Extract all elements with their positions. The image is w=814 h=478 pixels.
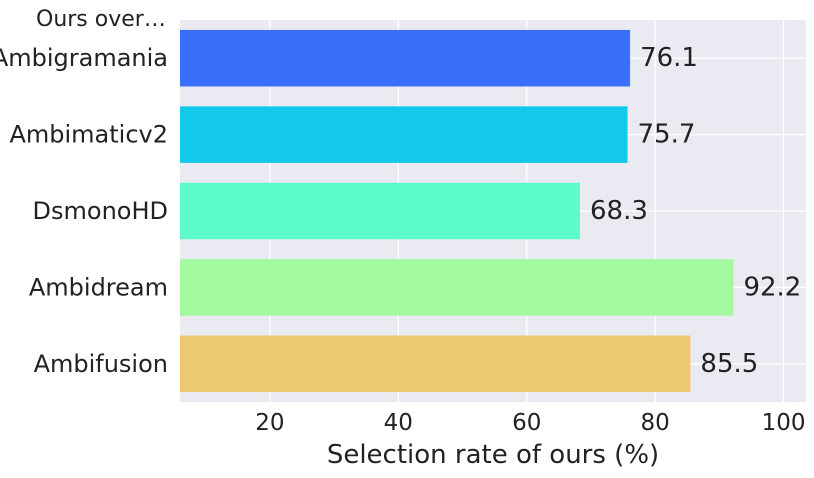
x-tick-label: 60 <box>512 410 541 436</box>
x-tick-label: 80 <box>640 410 669 436</box>
bar-ambigramania <box>180 29 631 87</box>
category-label: Ambidream <box>29 273 168 301</box>
x-tick-label: 20 <box>255 410 284 436</box>
value-label: 75.7 <box>638 120 696 150</box>
bar-ambidream <box>180 259 734 316</box>
value-label: 68.3 <box>590 196 648 226</box>
value-label: 85.5 <box>700 349 758 379</box>
category-label: Ambifusion <box>34 350 168 378</box>
bar-dsmonohd <box>180 182 580 240</box>
value-labels: 76.1 75.7 68.3 92.2 85.5 <box>590 43 801 379</box>
x-axis-title: Selection rate of ours (%) <box>327 440 659 470</box>
x-tick-label: 40 <box>384 410 413 436</box>
corner-label: Ours over… <box>36 7 166 32</box>
category-label: DsmonoHD <box>33 197 168 225</box>
value-label: 76.1 <box>640 43 698 73</box>
category-label: Ambimaticv2 <box>9 121 168 149</box>
bar-ambimaticv2 <box>180 106 628 163</box>
x-tick-label: 100 <box>762 410 806 436</box>
value-label: 92.2 <box>743 272 801 302</box>
bar-ambifusion <box>180 335 691 393</box>
category-label: Ambigramania <box>0 44 168 72</box>
category-labels: Ambigramania Ambimaticv2 DsmonoHD Ambidream… <box>0 44 168 378</box>
x-tick-labels: 20 40 60 80 100 <box>255 410 805 436</box>
bars <box>180 29 734 393</box>
